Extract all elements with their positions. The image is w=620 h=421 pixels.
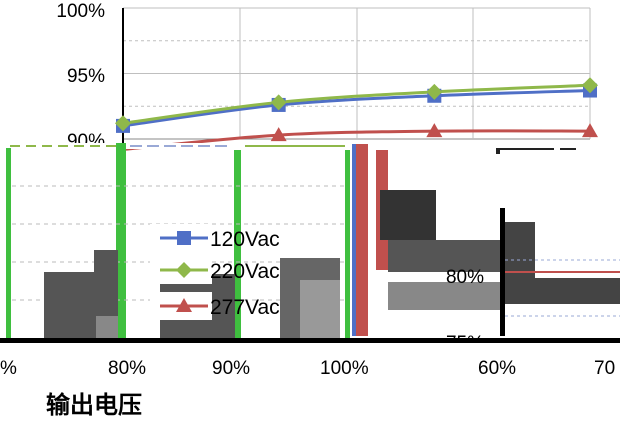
glitch-block: [96, 316, 118, 338]
x-tick-label: %: [0, 358, 17, 379]
data-point-220vac: [115, 115, 131, 132]
data-point-277vac: [582, 123, 598, 138]
glitch-panel: [505, 278, 620, 304]
legend-marker-120vac: [177, 231, 191, 245]
glitch-panel: [505, 222, 535, 278]
x-tick-labels: % 80% 90% 100% 60% 70: [0, 358, 615, 379]
glitch-stripe: [234, 150, 241, 338]
series-line-220vac: [122, 83, 591, 125]
legend-label-277vac: 277Vac: [210, 296, 280, 319]
x-tick-label: 90%: [212, 358, 250, 379]
y-tick-label: 80%: [446, 267, 484, 288]
x-tick-label: 70: [594, 358, 615, 379]
y-tick-label: 100%: [56, 1, 105, 22]
glitch-block: [94, 250, 118, 274]
y-tick-label: 95%: [67, 66, 105, 87]
data-point-277vac: [426, 123, 443, 138]
upper-plot: 100% 95% 90%: [56, 1, 598, 152]
series-line-277vac: [122, 129, 591, 151]
glitch-panel: [500, 208, 505, 336]
legend-label-120vac: 120Vac: [210, 228, 280, 251]
glitch-block: [300, 280, 340, 338]
x-tick-label: 80%: [108, 358, 146, 379]
legend-marker-220vac: [176, 262, 192, 278]
x-axis-strip: [0, 343, 620, 349]
glitch-panel: [500, 150, 620, 206]
x-axis-title: 输出电压: [46, 391, 142, 419]
glitch-stripe: [116, 143, 126, 339]
x-tick-label: 60%: [478, 358, 516, 379]
data-point-220vac: [270, 94, 287, 111]
glitch-stripe: [345, 150, 350, 338]
glitch-stripe: [6, 148, 11, 338]
legend: 120Vac 220Vac 277Vac: [150, 224, 280, 320]
glitch-blue-band: [352, 144, 356, 336]
x-axis-strip: [0, 338, 620, 343]
data-point-220vac: [582, 77, 598, 94]
legend-label-220vac: 220Vac: [210, 260, 280, 283]
series-line-120vac: [122, 89, 591, 128]
legend-marker-277vac: [176, 298, 192, 312]
glitch-red-band: [356, 144, 368, 336]
data-point-277vac: [270, 127, 287, 142]
x-tick-label: 100%: [320, 358, 369, 379]
glitch-panel: [380, 190, 436, 240]
glitch-panel: [388, 240, 500, 272]
data-point-220vac: [426, 83, 443, 100]
glitch-panel: [388, 282, 500, 310]
